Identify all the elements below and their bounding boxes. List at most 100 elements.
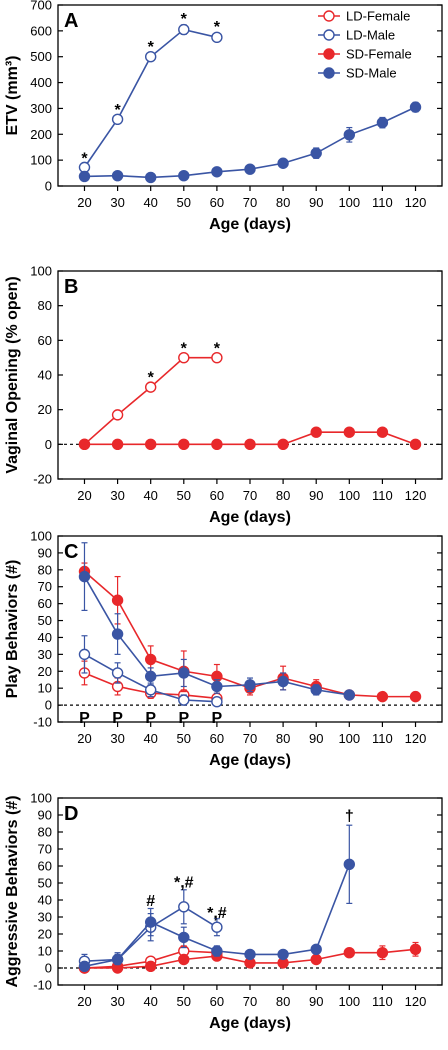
data-point xyxy=(178,667,190,679)
data-point xyxy=(144,51,157,63)
x-tick-label: 110 xyxy=(372,994,393,1009)
series-sd-male xyxy=(78,101,422,184)
panel-letter: B xyxy=(64,276,78,298)
x-tick-label: 50 xyxy=(177,488,191,503)
data-point xyxy=(111,953,124,966)
x-tick-label: 90 xyxy=(309,731,323,746)
data-point xyxy=(277,438,289,451)
data-point xyxy=(343,129,356,141)
y-tick-label: 10 xyxy=(38,681,52,696)
panel-letter: D xyxy=(64,803,78,825)
annotation: * xyxy=(148,370,155,387)
data-point xyxy=(144,684,157,696)
x-tick-label: 20 xyxy=(77,195,91,210)
x-tick-label: 60 xyxy=(210,731,224,746)
annotation: # xyxy=(146,893,155,910)
y-tick-label: 0 xyxy=(45,437,52,452)
annotation: * xyxy=(214,340,221,357)
y-tick-label: 50 xyxy=(38,876,52,891)
data-point xyxy=(144,653,157,666)
data-point xyxy=(178,694,190,706)
data-point xyxy=(277,675,289,688)
x-tick-label: 30 xyxy=(110,488,124,503)
legend-marker xyxy=(323,48,335,60)
legend-label: SD-Female xyxy=(346,47,412,62)
x-tick-label: 70 xyxy=(243,994,257,1009)
data-point xyxy=(376,426,389,438)
data-point xyxy=(178,953,190,966)
y-tick-label: 90 xyxy=(38,808,52,823)
y-tick-label: 400 xyxy=(30,75,52,90)
data-point xyxy=(310,943,322,955)
x-tick-label: 120 xyxy=(405,994,427,1009)
y-tick-label: 90 xyxy=(38,545,52,560)
y-tick-label: 0 xyxy=(45,961,52,976)
y-tick-label: 300 xyxy=(30,101,52,116)
annotation: * xyxy=(181,340,188,357)
y-tick-label: 60 xyxy=(38,333,52,348)
data-point xyxy=(211,921,223,933)
x-tick-label: 80 xyxy=(276,488,290,503)
x-tick-label: 80 xyxy=(276,994,290,1009)
x-tick-label: 120 xyxy=(405,195,427,210)
y-tick-label: 80 xyxy=(38,825,52,840)
legend-marker xyxy=(323,10,335,22)
annotation: P xyxy=(112,710,123,727)
data-point xyxy=(111,409,124,421)
data-point xyxy=(144,438,157,451)
x-tick-label: 110 xyxy=(372,488,393,503)
x-tick-label: 80 xyxy=(276,195,290,210)
y-axis-title: Vaginal Opening (% open) xyxy=(4,276,21,473)
data-point xyxy=(343,858,356,870)
data-point xyxy=(211,438,223,451)
y-tick-label: 20 xyxy=(38,402,52,417)
y-tick-label: 70 xyxy=(38,842,52,857)
annotation: † xyxy=(345,808,354,825)
legend-label: LD-Female xyxy=(346,9,410,24)
data-point xyxy=(310,684,322,696)
data-point xyxy=(111,594,124,606)
x-tick-label: 110 xyxy=(372,731,393,746)
data-point xyxy=(111,113,124,125)
y-tick-label: 80 xyxy=(38,562,52,577)
legend: LD-Female LD-Male SD-Female SD-Male xyxy=(318,9,412,81)
y-axis-title: Aggressive Behaviors (#) xyxy=(4,795,21,987)
x-tick-label: 90 xyxy=(309,488,323,503)
y-tick-label: 70 xyxy=(38,579,52,594)
data-point xyxy=(409,438,422,451)
y-axis-title: ETV (mm³) xyxy=(4,56,21,136)
data-point xyxy=(78,170,91,183)
data-point xyxy=(244,679,256,691)
data-point xyxy=(211,696,223,708)
data-point xyxy=(178,23,190,36)
data-point xyxy=(78,960,91,972)
x-tick-label: 40 xyxy=(143,488,157,503)
x-tick-label: 70 xyxy=(243,195,257,210)
x-tick-label: 20 xyxy=(77,488,91,503)
data-point xyxy=(111,628,124,640)
y-tick-label: 600 xyxy=(30,23,52,38)
x-tick-label: 60 xyxy=(210,994,224,1009)
data-point xyxy=(211,31,223,44)
y-tick-label: 20 xyxy=(38,927,52,942)
x-tick-label: 70 xyxy=(243,488,257,503)
annotation: * xyxy=(181,11,188,28)
data-point xyxy=(178,438,190,451)
data-point xyxy=(310,426,322,438)
data-point xyxy=(211,680,223,693)
data-point xyxy=(78,648,91,661)
data-point xyxy=(244,438,256,451)
data-point xyxy=(144,171,157,184)
y-tick-label: 50 xyxy=(38,613,52,628)
data-point xyxy=(277,948,289,961)
annotation: * xyxy=(148,39,155,56)
series-ld-male xyxy=(78,23,223,174)
annotation: *,# xyxy=(207,905,227,922)
y-tick-label: 10 xyxy=(38,944,52,959)
x-tick-label: 40 xyxy=(143,994,157,1009)
legend-marker xyxy=(323,67,335,79)
y-tick-label: -10 xyxy=(33,715,52,730)
data-point xyxy=(376,947,389,959)
y-tick-label: 30 xyxy=(38,910,52,925)
y-tick-label: 40 xyxy=(38,630,52,645)
